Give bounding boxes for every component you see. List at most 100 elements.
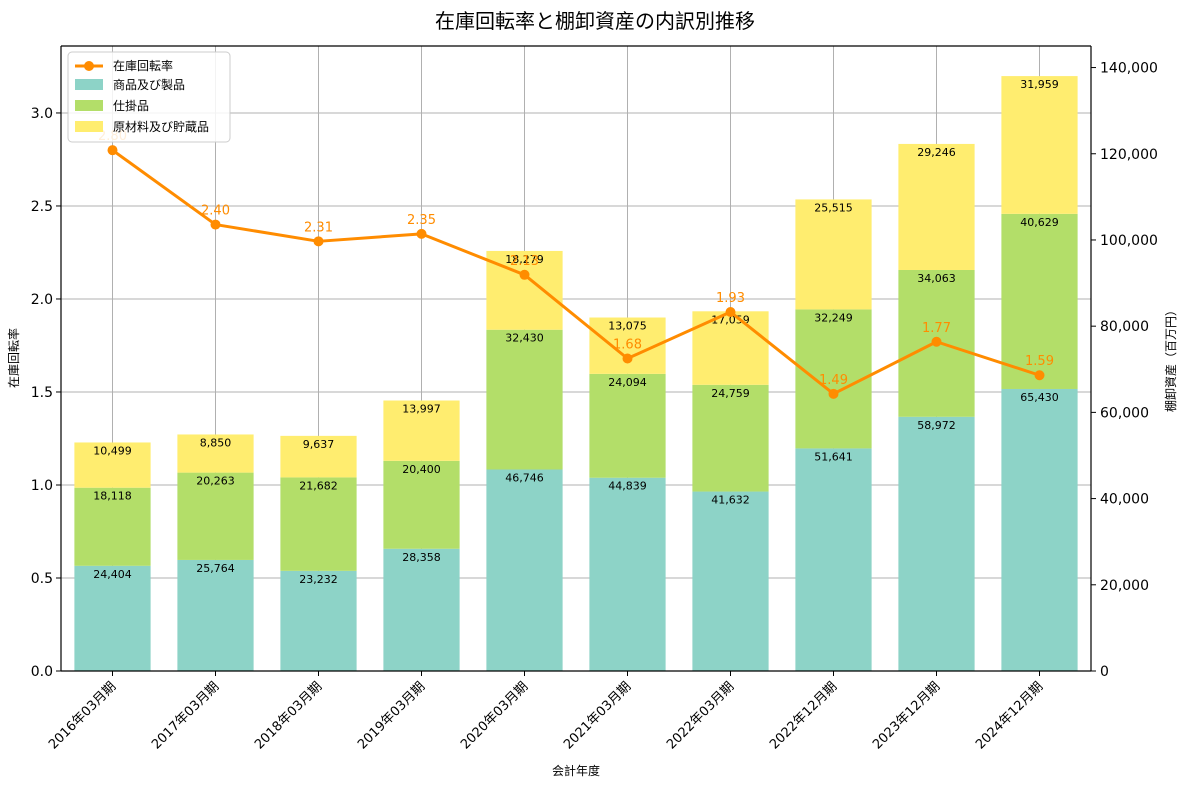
chart-title: 在庫回転率と棚卸資産の内訳別推移 [435,9,755,33]
bar-segment [589,373,666,478]
legend-swatch [75,100,103,111]
bar-value-label: 41,632 [711,494,750,507]
bar-value-label: 24,094 [608,376,647,389]
turnover-point [416,228,427,239]
turnover-line-path [111,148,1040,396]
bar-segment [280,570,357,671]
bar-segment [1001,76,1078,214]
bar-segment [74,487,151,566]
bar-value-label: 25,515 [814,201,853,214]
x-tick-label: 2022年03月期 [664,679,737,752]
bar-value-label: 25,764 [196,562,235,575]
x-tick-label: 2023年12月期 [870,679,943,752]
legend-line-marker [84,61,94,71]
y-right-tick-label: 80,000 [1100,319,1149,335]
bar-labels: 24,404 25,764 23,232 28,358 46,746 44,839 41,6… [93,78,1059,586]
bar-segment [898,143,975,270]
x-tick-label: 2019年03月期 [355,679,428,752]
y-left-tick-label: 0.0 [31,664,53,680]
bar-value-label: 13,075 [608,320,647,333]
bar-segment [280,477,357,571]
bar-value-label: 24,404 [93,568,132,581]
y-left-tick-label: 3.0 [31,106,53,122]
bar-segment [177,434,254,473]
y-right-tick-label: 100,000 [1100,233,1158,249]
bar-segment [692,384,769,492]
bar-value-label: 20,400 [402,463,441,476]
bar-value-label: 58,972 [917,419,956,432]
turnover-value-label: 1.59 [1025,354,1054,369]
y-left-tick-label: 1.5 [31,385,53,401]
bar-segment [383,460,460,549]
x-tick-label: 2020年03月期 [458,679,531,752]
x-axis-label: 会計年度 [552,763,600,778]
x-tick-label: 2016年03月期 [46,679,119,752]
turnover-value-label: 1.68 [613,338,642,353]
x-tick-label: 2024年12月期 [973,679,1046,752]
bar-segment [486,469,563,671]
turnover-point [622,353,633,364]
y-right-tick-label: 140,000 [1100,61,1158,77]
bar-segment [795,309,872,449]
turnover-point [313,236,324,247]
turnover-point [931,336,942,347]
y-axis-label-right: 棚卸資産（百万円） [1163,304,1178,412]
legend-label: 原材料及び貯蔵品 [113,120,209,134]
bar-segment [1001,388,1078,671]
y-left-tick-label: 0.5 [31,571,53,587]
x-tick-label: 2021年03月期 [561,679,634,752]
bar-value-label: 65,430 [1020,391,1059,404]
bar-value-label: 40,629 [1020,216,1059,229]
bar-segment [1001,213,1078,389]
bar-value-label: 23,232 [299,573,338,586]
bar-value-label: 10,499 [93,444,132,457]
turnover-point [107,145,118,156]
bar-value-label: 51,641 [814,450,853,463]
legend-label: 在庫回転率 [113,58,173,73]
legend-label: 仕掛品 [113,98,149,113]
bars [74,76,1078,671]
bar-value-label: 8,850 [200,436,232,449]
turnover-line: 2.802.402.312.352.131.681.931.491.771.59 [98,129,1054,399]
bar-segment [898,416,975,671]
bar-value-label: 29,246 [917,146,956,159]
turnover-point [828,388,839,399]
turnover-value-label: 2.31 [304,220,333,235]
turnover-value-label: 1.49 [819,373,848,388]
y-left-tick-label: 1.0 [31,478,53,494]
bar-segment [795,448,872,671]
bar-value-label: 28,358 [402,551,441,564]
bar-segment [795,199,872,310]
legend-box [67,51,231,143]
y-right-tick-label: 120,000 [1100,147,1158,163]
bar-value-label: 18,279 [505,253,544,266]
bar-segment [177,472,254,560]
x-tick-label: 2017年03月期 [149,679,222,752]
bar-value-label: 46,746 [505,472,544,485]
y-right-tick-label: 60,000 [1100,405,1149,421]
bar-value-label: 44,839 [608,480,647,493]
bar-value-label: 32,249 [814,311,853,324]
turnover-point [519,269,530,280]
turnover-value-label: 2.40 [201,204,230,219]
turnover-value-label: 1.93 [716,291,745,306]
bar-value-label: 34,063 [917,272,956,285]
bar-value-label: 9,637 [303,438,335,451]
legend-swatch [75,121,103,132]
bar-segment [383,400,460,461]
bar-segment [74,565,151,671]
legend-swatch [75,79,103,90]
y-right-tick-label: 20,000 [1100,578,1149,594]
bar-value-label: 21,682 [299,479,338,492]
bar-segment [280,435,357,478]
turnover-point [725,306,736,317]
y-right-tick-label: 0 [1100,664,1109,680]
x-tick-label: 2018年03月期 [252,679,325,752]
y-left-tick-label: 2.5 [31,199,53,215]
turnover-value-label: 1.77 [922,321,951,336]
bar-segment [383,548,460,671]
y-left-tick-label: 2.0 [31,292,53,308]
bar-value-label: 13,997 [402,403,441,416]
